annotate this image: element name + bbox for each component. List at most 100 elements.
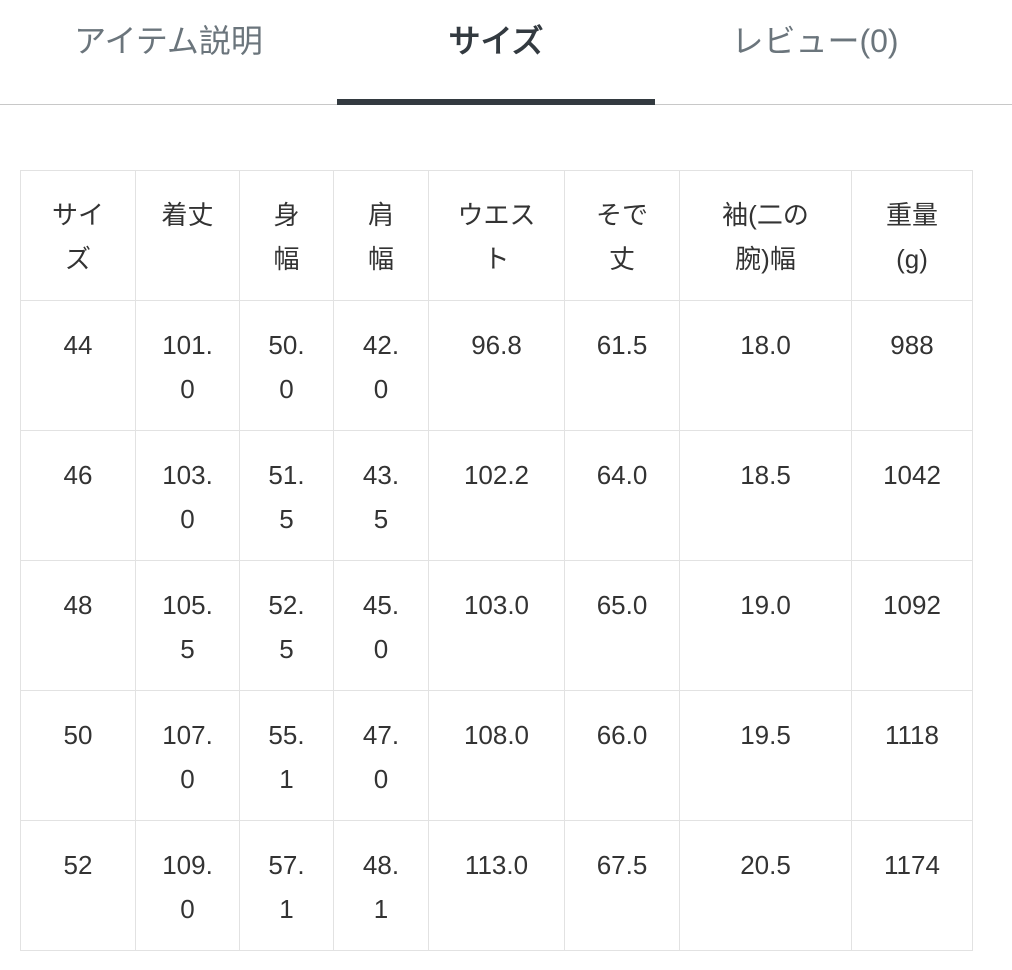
cell-text: 102.2	[463, 460, 530, 490]
cell-text: 101.0	[162, 330, 213, 404]
table-cell: 101.0	[135, 300, 240, 431]
cell-text: 19.5	[740, 720, 791, 750]
cell-text: 着丈	[161, 200, 214, 230]
header-cell: 肩幅	[333, 170, 429, 301]
table-cell: 55.1	[239, 690, 334, 821]
table-cell: 52	[20, 820, 136, 951]
tab-reviews[interactable]: レビュー(0)	[655, 0, 975, 104]
tab-item-description[interactable]: アイテム説明	[0, 0, 337, 104]
cell-text: 65.0	[596, 590, 648, 620]
table-cell: 102.2	[428, 430, 565, 561]
table-cell: 103.0	[135, 430, 240, 561]
cell-text: 109.0	[162, 850, 213, 924]
table-cell: 65.0	[564, 560, 680, 691]
cell-text: 52	[63, 850, 93, 880]
cell-text: そで丈	[595, 200, 648, 274]
table-cell: 64.0	[564, 430, 680, 561]
table-cell: 45.0	[333, 560, 429, 691]
tab-label: レビュー(0)	[731, 23, 899, 59]
tab-label: アイテム説明	[74, 23, 263, 59]
header-cell: サイズ	[20, 170, 136, 301]
cell-text: 46	[63, 460, 93, 490]
cell-text: 43.5	[362, 460, 400, 534]
table-cell: 47.0	[333, 690, 429, 821]
table-row: 46 103.0 51.5 43.5 102.2 64.0 18.5 1042	[20, 430, 973, 561]
table-row: 44 101.0 50.0 42.0 96.8 61.5 18.0 988	[20, 300, 973, 431]
cell-text: 袖(二の腕)幅	[722, 200, 809, 274]
table-cell: 43.5	[333, 430, 429, 561]
table-cell: 48.1	[333, 820, 429, 951]
table-cell: 18.5	[679, 430, 852, 561]
cell-text: 113.0	[464, 850, 529, 880]
cell-text: 57.1	[268, 850, 305, 924]
cell-text: サイズ	[51, 200, 104, 274]
table-row: 48 105.5 52.5 45.0 103.0 65.0 19.0 1092	[20, 560, 973, 691]
table-cell: 48	[20, 560, 136, 691]
table-cell: 109.0	[135, 820, 240, 951]
cell-text: 96.8	[471, 330, 522, 360]
cell-text: 1118	[885, 720, 939, 750]
header-cell: 着丈	[135, 170, 240, 301]
cell-text: 1174	[884, 850, 940, 880]
cell-text: 50	[63, 720, 93, 750]
cell-text: 64.0	[596, 460, 648, 490]
header-cell: 身幅	[239, 170, 334, 301]
tab-size[interactable]: サイズ	[337, 0, 655, 105]
cell-text: 19.0	[740, 590, 791, 620]
cell-text: 66.0	[596, 720, 648, 750]
table-cell: 44	[20, 300, 136, 431]
table-header-row: サイズ 着丈 身幅 肩幅 ウエスト そで丈 袖(二の腕)幅 重量(g)	[20, 170, 973, 301]
cell-text: 67.5	[596, 850, 648, 880]
table-row: 50 107.0 55.1 47.0 108.0 66.0 19.5 1118	[20, 690, 973, 821]
cell-text: 61.5	[596, 330, 648, 360]
header-cell: そで丈	[564, 170, 680, 301]
cell-text: 肩幅	[367, 200, 394, 274]
cell-text: 18.5	[740, 460, 791, 490]
table-cell: 46	[20, 430, 136, 561]
size-table: サイズ 着丈 身幅 肩幅 ウエスト そで丈 袖(二の腕)幅 重量(g) 44 101.0 50.0 4…	[20, 170, 973, 951]
table-cell: 1092	[851, 560, 973, 691]
header-cell: ウエスト	[428, 170, 565, 301]
table-cell: 107.0	[135, 690, 240, 821]
cell-text: 47.0	[362, 720, 400, 794]
cell-text: 身幅	[273, 200, 300, 274]
cell-text: 1092	[883, 590, 941, 620]
cell-text: 105.5	[162, 590, 213, 664]
table-cell: 108.0	[428, 690, 565, 821]
table-cell: 61.5	[564, 300, 680, 431]
cell-text: 50.0	[268, 330, 305, 404]
table-cell: 66.0	[564, 690, 680, 821]
table-cell: 96.8	[428, 300, 565, 431]
cell-text: 48.1	[362, 850, 400, 924]
table-cell: 105.5	[135, 560, 240, 691]
cell-text: 1042	[883, 460, 941, 490]
cell-text: 20.5	[740, 850, 791, 880]
tab-label: サイズ	[448, 23, 544, 59]
table-cell: 51.5	[239, 430, 334, 561]
table-cell: 67.5	[564, 820, 680, 951]
cell-text: 44	[63, 330, 93, 360]
cell-text: 18.0	[740, 330, 791, 360]
table-cell: 57.1	[239, 820, 334, 951]
cell-text: 42.0	[362, 330, 400, 404]
cell-text: 51.5	[268, 460, 305, 534]
cell-text: 52.5	[268, 590, 305, 664]
cell-text: 108.0	[463, 720, 530, 750]
table-cell: 50	[20, 690, 136, 821]
table-cell: 1174	[851, 820, 973, 951]
table-cell: 113.0	[428, 820, 565, 951]
header-cell: 袖(二の腕)幅	[679, 170, 852, 301]
tab-bar: アイテム説明 サイズ レビュー(0)	[0, 0, 1012, 105]
table-cell: 18.0	[679, 300, 852, 431]
table-cell: 42.0	[333, 300, 429, 431]
table-cell: 103.0	[428, 560, 565, 691]
cell-text: 103.0	[162, 460, 213, 534]
table-cell: 19.5	[679, 690, 852, 821]
cell-text: 107.0	[162, 720, 213, 794]
table-cell: 988	[851, 300, 973, 431]
cell-text: 103.0	[463, 590, 530, 620]
cell-text: 55.1	[268, 720, 305, 794]
table-cell: 52.5	[239, 560, 334, 691]
header-cell: 重量(g)	[851, 170, 973, 301]
table-cell: 50.0	[239, 300, 334, 431]
